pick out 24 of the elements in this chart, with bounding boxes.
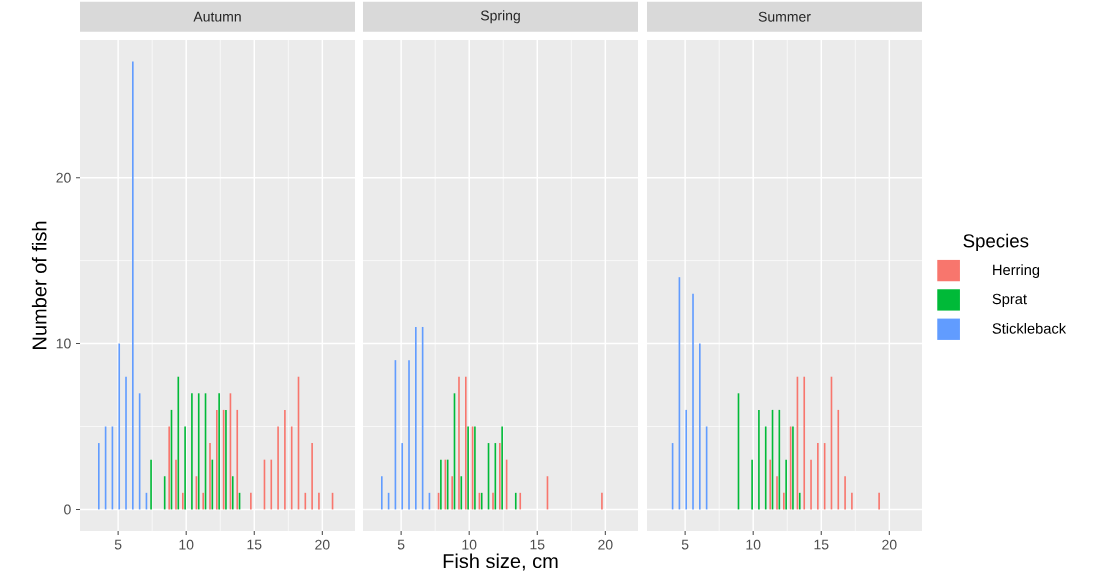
x-tick-label: 5: [114, 539, 122, 550]
x-tick-label: 20: [315, 539, 330, 550]
chart-title: Autumn: [193, 11, 241, 22]
x-tick-label: 15: [814, 539, 829, 550]
chart-title: Spring: [480, 10, 520, 24]
x-tick-label: 10: [462, 539, 477, 550]
legend-label: Sprat: [992, 293, 1027, 308]
x-tick-label: 20: [598, 539, 613, 550]
legend-title: Species: [963, 233, 1029, 252]
legend-label: Stickleback: [992, 322, 1067, 334]
legend-label: Herring: [993, 264, 1040, 278]
x-tick-label: 10: [746, 539, 761, 550]
y-axis-title: Number of fish: [31, 221, 47, 349]
x-tick-label: 5: [681, 539, 689, 550]
x-tick-label: 5: [397, 539, 405, 550]
y-tick-label: 10: [56, 338, 71, 349]
x-tick-label: 10: [179, 539, 194, 550]
chart-title: Summer: [758, 11, 811, 22]
x-tick-label: 20: [882, 539, 897, 550]
y-tick-label: 20: [56, 172, 71, 183]
x-axis-title: Fish size, cm: [443, 553, 558, 571]
x-tick-label: 15: [247, 539, 262, 550]
x-tick-label: 15: [530, 539, 545, 550]
y-tick-label: 0: [64, 504, 71, 515]
